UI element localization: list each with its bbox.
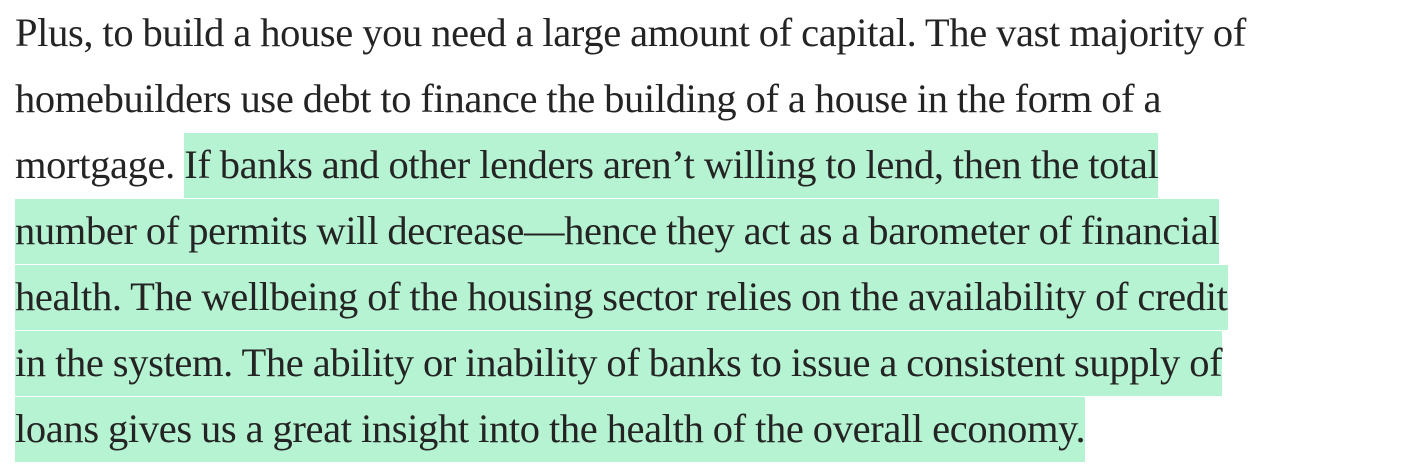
- text-line: homebuilders use debt to finance the bui…: [15, 66, 1407, 132]
- text-line: loans gives us a great insight into the …: [15, 396, 1407, 462]
- plain-text: Plus, to build a house you need a large …: [15, 10, 1246, 55]
- text-line: number of permits will decrease—hence th…: [15, 198, 1407, 264]
- highlighted-text[interactable]: If banks and other lenders aren’t willin…: [184, 133, 1159, 198]
- highlighted-text[interactable]: in the system. The ability or inability …: [15, 331, 1223, 396]
- article-paragraph: Plus, to build a house you need a large …: [15, 0, 1407, 462]
- text-line: health. The wellbeing of the housing sec…: [15, 264, 1407, 330]
- plain-text: mortgage.: [15, 142, 185, 187]
- highlighted-text[interactable]: health. The wellbeing of the housing sec…: [15, 265, 1228, 330]
- text-line: Plus, to build a house you need a large …: [15, 0, 1407, 66]
- highlighted-text[interactable]: number of permits will decrease—hence th…: [15, 199, 1220, 264]
- plain-text: homebuilders use debt to finance the bui…: [15, 76, 1162, 121]
- text-line: in the system. The ability or inability …: [15, 330, 1407, 396]
- highlighted-text[interactable]: loans gives us a great insight into the …: [15, 397, 1086, 462]
- text-line: mortgage. If banks and other lenders are…: [15, 132, 1407, 198]
